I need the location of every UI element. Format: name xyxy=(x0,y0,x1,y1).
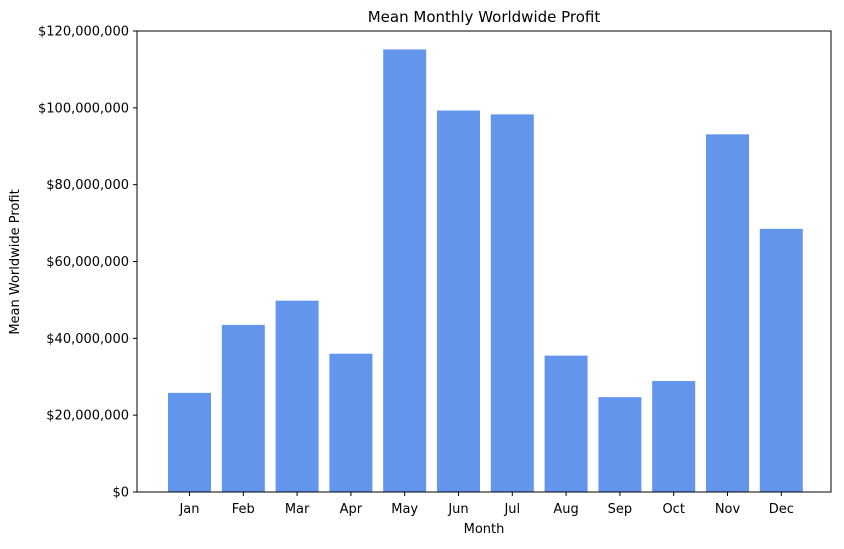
x-tick-label: Feb xyxy=(232,502,255,517)
bar-jun xyxy=(437,110,480,493)
y-tick-label: $120,000,000 xyxy=(38,25,129,40)
chart-title: Mean Monthly Worldwide Profit xyxy=(368,8,601,26)
x-tick-label: Mar xyxy=(285,502,310,517)
bar-nov xyxy=(706,134,749,492)
bar-sep xyxy=(598,397,642,492)
y-tick-label: $40,000,000 xyxy=(46,332,129,347)
bar-aug xyxy=(544,355,588,492)
bar-dec xyxy=(759,228,803,492)
y-axis-title: Mean Worldwide Profit xyxy=(8,189,23,334)
y-tick-label: $60,000,000 xyxy=(46,255,129,270)
x-tick-label: Apr xyxy=(340,502,363,517)
x-tick-label: Nov xyxy=(715,502,741,517)
axes-layer: Jan Feb Mar Apr May Jun Jul Aug Sep Oct Nov Dec $0 $2… xyxy=(38,25,832,517)
y-tick-label: $0 xyxy=(112,486,129,501)
y-tick-label: $20,000,000 xyxy=(46,409,129,424)
plot-frame xyxy=(136,30,832,493)
bar-may xyxy=(383,49,427,492)
x-tick-label: Aug xyxy=(553,502,578,517)
x-tick-label: Dec xyxy=(769,502,794,517)
x-axis-title: Month xyxy=(464,522,505,537)
y-tick-label: $100,000,000 xyxy=(38,101,129,116)
bar-jul xyxy=(490,114,534,493)
bar-feb xyxy=(221,324,265,492)
bar-oct xyxy=(652,380,696,492)
x-tick-label: Oct xyxy=(662,502,684,517)
bar-apr xyxy=(329,353,373,492)
bar-jan xyxy=(168,392,211,492)
x-tick-label: May xyxy=(391,502,418,517)
bar-mar xyxy=(275,300,319,492)
x-tick-label: Jan xyxy=(178,502,199,517)
y-tick-label: $80,000,000 xyxy=(46,178,129,193)
x-tick-label: Sep xyxy=(608,502,633,517)
bars-layer xyxy=(168,49,803,493)
x-tick-label: Jul xyxy=(503,502,520,517)
x-tick-label: Jun xyxy=(447,502,468,517)
